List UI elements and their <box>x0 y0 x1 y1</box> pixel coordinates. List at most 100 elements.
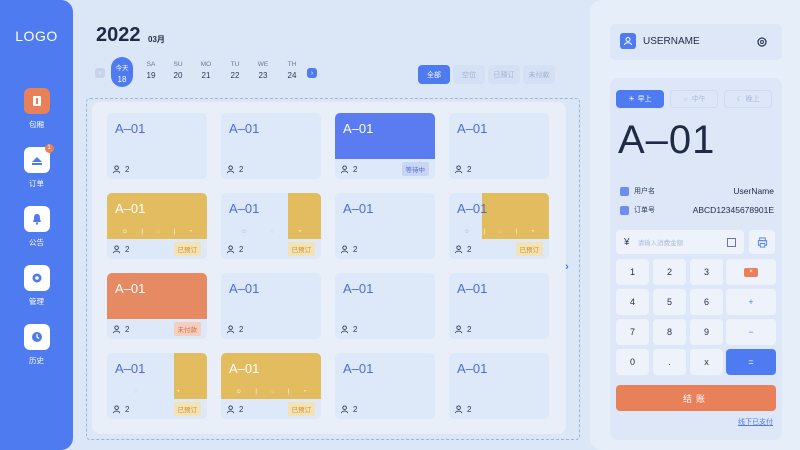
backspace-icon: × <box>744 267 758 277</box>
people-icon <box>113 164 121 173</box>
tab-noon[interactable]: ☼ 中午 <box>670 90 718 108</box>
sidebar-item-rooms[interactable]: 包厢 <box>0 88 73 130</box>
filter-unpaid[interactable]: 未付款 <box>523 65 555 84</box>
key-8[interactable]: 8 <box>653 319 686 345</box>
checkout-button[interactable]: 结账 <box>616 385 776 411</box>
table-name: A–01 <box>229 201 260 216</box>
table-card[interactable]: A–01 2 <box>221 113 321 179</box>
table-card[interactable]: A–01 2 <box>449 353 549 419</box>
table-card[interactable]: A–01 ☺ ◌ ◔ 2 已预订 <box>221 193 321 259</box>
day-weekday: MO <box>200 61 212 68</box>
settings-icon[interactable] <box>756 35 768 47</box>
table-card[interactable]: A–01 2 <box>107 113 207 179</box>
key-3[interactable]: 3 <box>690 259 723 285</box>
table-card[interactable]: A–01 ☺ | ◌ | ◔ 2 已预订 <box>221 353 321 419</box>
table-card[interactable]: A–01 2 <box>449 273 549 339</box>
people-count: 2 <box>227 325 243 334</box>
sidebar-item-label: 订单 <box>29 179 44 188</box>
table-name: A–01 <box>457 201 488 216</box>
table-name: A–01 <box>343 281 374 296</box>
people-icon <box>341 324 349 333</box>
key-5[interactable]: 5 <box>653 289 686 315</box>
amount-placeholder: 请输入消费金额 <box>637 240 684 247</box>
table-card[interactable]: A–01 2 <box>335 353 435 419</box>
key-equals[interactable]: = <box>726 349 776 375</box>
day-item[interactable]: WE 23 <box>252 61 274 80</box>
table-card[interactable]: A–01 2 未付款 <box>107 273 207 339</box>
day-item[interactable]: TU 22 <box>224 61 246 80</box>
key-0[interactable]: 0 <box>616 349 649 375</box>
key-7[interactable]: 7 <box>616 319 649 345</box>
meal-icons: ☺ | ◌ | ◔ <box>235 389 307 395</box>
key-1[interactable]: 1 <box>616 259 649 285</box>
key-multiply[interactable]: x <box>690 349 723 375</box>
status-badge: 等待中 <box>401 162 429 176</box>
key-delete[interactable]: × <box>726 259 776 285</box>
table-card[interactable]: A–01 2 <box>449 113 549 179</box>
table-card[interactable]: A–01 2 <box>335 193 435 259</box>
key-plus[interactable]: + <box>726 289 776 315</box>
user-info-row: 用户名 UserName <box>620 186 774 196</box>
tab-evening[interactable]: ☾ 晚上 <box>724 90 772 108</box>
table-card[interactable]: A–01 2 <box>221 273 321 339</box>
amount-input[interactable]: ¥ 请输入消费金额 <box>616 230 744 254</box>
table-name: A–01 <box>115 361 146 376</box>
filter-empty[interactable]: 空位 <box>453 65 485 84</box>
sidebar-item-label: 管理 <box>29 297 44 306</box>
sidebar-item-label: 历史 <box>29 356 44 365</box>
key-9[interactable]: 9 <box>690 319 723 345</box>
key-4[interactable]: 4 <box>616 289 649 315</box>
yen-icon: ¥ <box>624 236 630 248</box>
day-today[interactable]: 今天 18 <box>111 57 133 87</box>
qr-scan-icon[interactable] <box>727 237 736 247</box>
people-icon <box>113 244 121 253</box>
tab-morning[interactable]: ☀ 早上 <box>616 90 664 108</box>
table-card[interactable]: A–01 2 <box>335 273 435 339</box>
people-count: 2 <box>455 245 471 254</box>
grid-next-button[interactable]: › <box>561 261 573 273</box>
prev-week-button[interactable]: ‹ <box>95 68 105 78</box>
print-button[interactable] <box>749 230 775 254</box>
table-name: A–01 <box>115 281 146 296</box>
table-name: A–01 <box>229 121 260 136</box>
people-icon <box>227 404 235 413</box>
key-2[interactable]: 2 <box>653 259 686 285</box>
day-item[interactable]: SA 19 <box>140 61 162 80</box>
bell-icon <box>23 206 50 232</box>
chevron-right-icon: › <box>565 261 569 273</box>
table-card[interactable]: A–01 ☺ | ◌ | ◔ 2 已预订 <box>107 193 207 259</box>
people-icon <box>227 164 235 173</box>
key-6[interactable]: 6 <box>690 289 723 315</box>
day-weekday: 今天 <box>115 65 129 72</box>
chevron-left-icon: ‹ <box>98 69 102 77</box>
next-week-button[interactable]: › <box>307 68 317 78</box>
filter-all[interactable]: 全部 <box>418 65 450 84</box>
table-name: A–01 <box>115 121 146 136</box>
day-weekday: SA <box>146 61 156 68</box>
sidebar-item-manage[interactable]: 管理 <box>0 265 73 307</box>
status-badge: 已预订 <box>515 242 543 256</box>
table-card[interactable]: A–01 ◌ ◔ 2 已预订 <box>107 353 207 419</box>
user-bar <box>610 24 782 60</box>
meal-icons: ◌ ◔ <box>134 389 180 395</box>
day-item[interactable]: SU 20 <box>167 61 189 80</box>
sidebar-item-orders[interactable]: 1 订单 <box>0 144 73 189</box>
people-count: 2 <box>113 165 129 174</box>
table-name: A–01 <box>457 281 488 296</box>
offline-paid-link[interactable]: 线下已支付 <box>738 419 773 426</box>
sidebar-item-notices[interactable]: 公告 <box>0 206 73 248</box>
day-item[interactable]: MO 21 <box>195 61 217 80</box>
people-icon <box>455 404 463 413</box>
day-date: 20 <box>173 71 183 80</box>
room-icon <box>23 88 50 114</box>
day-item[interactable]: TH 24 <box>281 61 303 80</box>
table-card[interactable]: A–01 ☺ | ◌ | ◔ 2 已预订 <box>449 193 549 259</box>
table-card[interactable]: A–01 2 等待中 <box>335 113 435 179</box>
key-dot[interactable]: . <box>653 349 686 375</box>
clock-icon <box>23 324 50 350</box>
key-minus[interactable]: − <box>726 319 776 345</box>
meal-tabs: ☀ 早上 ☼ 中午 ☾ 晚上 <box>616 90 772 108</box>
sidebar-item-history[interactable]: 历史 <box>0 324 73 366</box>
filter-booked[interactable]: 已预订 <box>488 65 520 84</box>
table-grid-frame <box>86 98 580 440</box>
